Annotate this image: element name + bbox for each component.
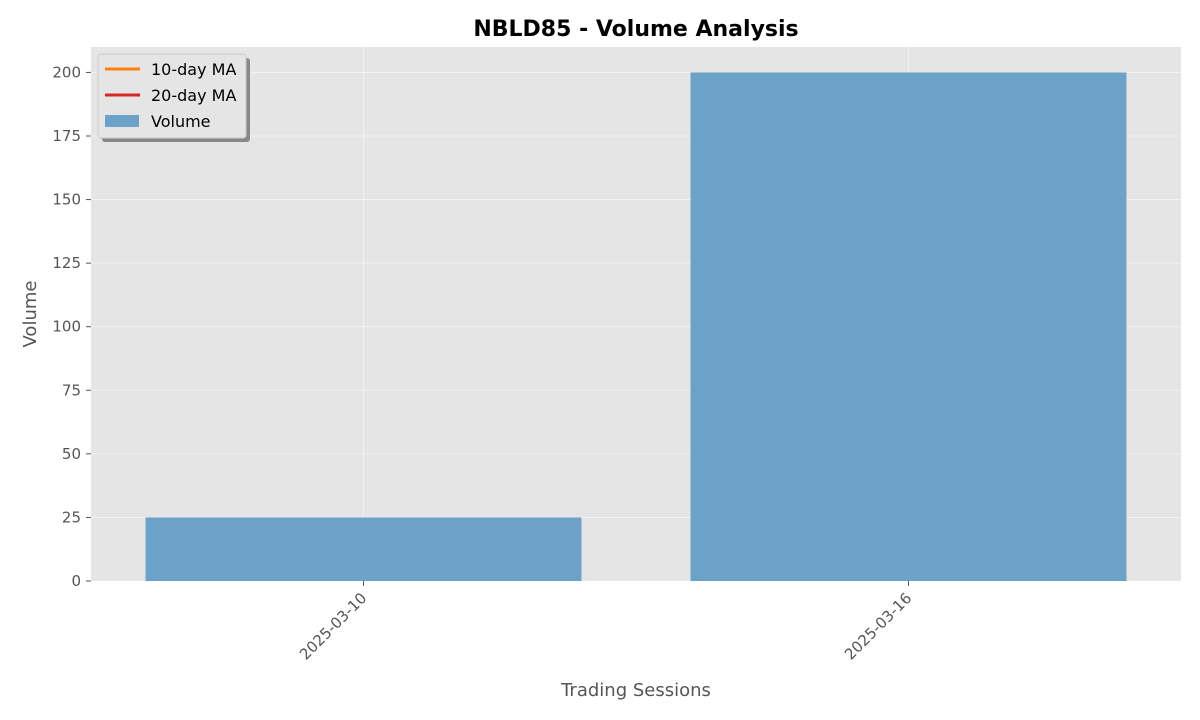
y-tick-label: 50 bbox=[62, 445, 81, 463]
y-axis: 0 25 50 75 100 125 150 175 200 bbox=[52, 63, 91, 590]
y-tick-label: 125 bbox=[52, 254, 81, 272]
y-tick-label: 0 bbox=[71, 572, 81, 590]
legend-bar-swatch bbox=[105, 115, 139, 127]
y-tick-label: 150 bbox=[52, 191, 81, 209]
chart-title: NBLD85 - Volume Analysis bbox=[473, 17, 798, 42]
x-tick-label: 2025-03-16 bbox=[841, 589, 915, 663]
x-axis-label: Trading Sessions bbox=[560, 680, 711, 701]
legend: 10-day MA 20-day MA Volume bbox=[97, 53, 250, 142]
x-tick-label: 2025-03-10 bbox=[296, 589, 370, 663]
y-tick-label: 25 bbox=[62, 508, 81, 526]
y-tick-label: 100 bbox=[52, 318, 81, 336]
y-tick-label: 175 bbox=[52, 127, 81, 145]
x-axis: 2025-03-10 2025-03-16 bbox=[296, 581, 915, 663]
legend-label: 20-day MA bbox=[151, 86, 236, 105]
y-axis-label: Volume bbox=[20, 281, 41, 348]
y-tick-label: 200 bbox=[52, 63, 81, 81]
bars bbox=[145, 72, 1127, 581]
y-tick-label: 75 bbox=[62, 381, 81, 399]
legend-label: Volume bbox=[151, 112, 211, 131]
legend-label: 10-day MA bbox=[151, 60, 236, 79]
volume-bar bbox=[690, 72, 1127, 581]
volume-bar bbox=[145, 517, 582, 581]
